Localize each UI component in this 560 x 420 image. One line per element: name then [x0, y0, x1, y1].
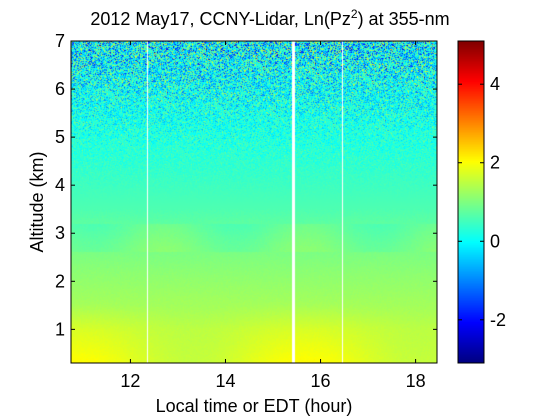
- colorbar: [458, 41, 484, 363]
- x-tick-label: 12: [120, 371, 140, 391]
- y-tick-label: 6: [55, 79, 65, 99]
- chart-title-prefix: 2012 May17, CCNY-Lidar, Ln(Pz: [90, 9, 350, 29]
- x-tick-label: 16: [311, 371, 331, 391]
- colorbar-frame: [457, 40, 485, 364]
- x-tick-label: 14: [215, 371, 235, 391]
- y-tick-label: 5: [55, 127, 65, 147]
- chart-title: 2012 May17, CCNY-Lidar, Ln(Pz2) at 355-n…: [90, 7, 449, 29]
- chart-title-superscript: 2: [351, 7, 358, 21]
- heatmap-canvas: [71, 41, 437, 363]
- colorbar-canvas: [458, 41, 484, 363]
- plot-frame: [70, 40, 438, 364]
- y-tick-label: 1: [55, 319, 65, 339]
- y-tick-label: 3: [55, 223, 65, 243]
- x-tick-label: 18: [406, 371, 426, 391]
- chart-title-suffix: ) at 355-nm: [358, 9, 450, 29]
- y-tick-label: 2: [55, 271, 65, 291]
- heatmap-raster: [71, 41, 437, 363]
- y-axis-label: Altitude (km): [27, 151, 47, 252]
- colorbar-tick-label: 0: [490, 231, 500, 251]
- colorbar-tick-label: -2: [490, 310, 506, 330]
- colorbar-axis: -2 0 2 4: [458, 74, 506, 330]
- x-axis: 12 14 16 18: [120, 41, 426, 391]
- y-axis: 1 2 3 4 5 6 7: [55, 31, 437, 339]
- y-tick-label: 4: [55, 175, 65, 195]
- colorbar-tick-label: 2: [490, 153, 500, 173]
- x-axis-label: Local time or EDT (hour): [156, 396, 353, 416]
- colorbar-tick-label: 4: [490, 74, 500, 94]
- y-tick-label: 7: [55, 31, 65, 51]
